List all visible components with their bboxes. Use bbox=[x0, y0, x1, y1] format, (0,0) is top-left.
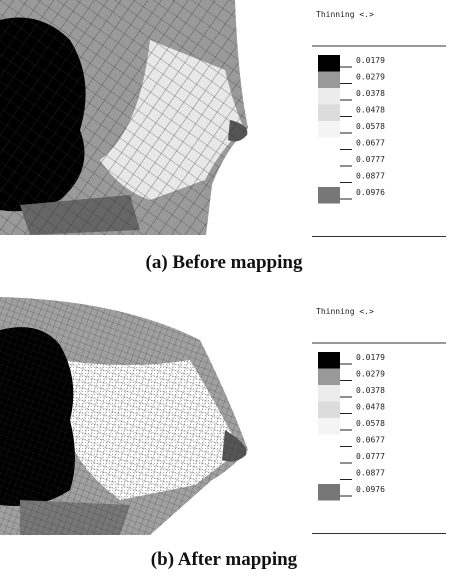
legend-swatch bbox=[318, 435, 340, 452]
legend-swatch bbox=[318, 484, 340, 501]
legend-label: 0.0478 bbox=[356, 106, 385, 115]
legend-label: 0.0677 bbox=[356, 436, 385, 445]
legend-swatch bbox=[318, 187, 340, 204]
legend-swatch bbox=[318, 72, 340, 89]
legend-label: 0.0179 bbox=[356, 353, 385, 362]
figure: Thinning <.> 0.0179 0.0279 0.0378 0.0478 0.05… bbox=[0, 0, 449, 585]
legend-label: 0.0777 bbox=[356, 452, 385, 461]
legend-swatch bbox=[318, 418, 340, 435]
legend-label: 0.0677 bbox=[356, 139, 385, 148]
legend-swatch bbox=[318, 402, 340, 419]
legend-swatch bbox=[318, 121, 340, 138]
legend-label: 0.0279 bbox=[356, 370, 385, 379]
legend-label: 0.0378 bbox=[356, 89, 385, 98]
legend-label: 0.0976 bbox=[356, 485, 385, 494]
legend-label: 0.0578 bbox=[356, 419, 385, 428]
legend-swatch bbox=[318, 385, 340, 402]
legend-swatch bbox=[318, 154, 340, 171]
legend-label: 0.0478 bbox=[356, 403, 385, 412]
legend-title: Thinning <.> bbox=[316, 307, 374, 316]
legend-label: 0.0179 bbox=[356, 56, 385, 65]
legend-swatch bbox=[318, 138, 340, 155]
legend-swatch bbox=[318, 352, 340, 369]
caption: (a) Before mapping bbox=[146, 252, 303, 273]
legend-swatch bbox=[318, 451, 340, 468]
mesh-plot bbox=[0, 297, 248, 535]
mesh-plot bbox=[0, 0, 248, 235]
legend-swatch bbox=[318, 105, 340, 122]
legend-label: 0.0777 bbox=[356, 155, 385, 164]
legend-label: 0.0877 bbox=[356, 469, 385, 478]
caption: (b) After mapping bbox=[151, 549, 298, 570]
legend-label: 0.0578 bbox=[356, 122, 385, 131]
legend-swatch bbox=[318, 88, 340, 105]
legend-swatch bbox=[318, 369, 340, 386]
legend-label: 0.0976 bbox=[356, 188, 385, 197]
legend-label: 0.0279 bbox=[356, 73, 385, 82]
legend-title: Thinning <.> bbox=[316, 10, 374, 19]
legend-swatch bbox=[318, 55, 340, 72]
legend-swatch bbox=[318, 171, 340, 188]
legend-label: 0.0378 bbox=[356, 386, 385, 395]
legend-swatch bbox=[318, 468, 340, 485]
legend-label: 0.0877 bbox=[356, 172, 385, 181]
